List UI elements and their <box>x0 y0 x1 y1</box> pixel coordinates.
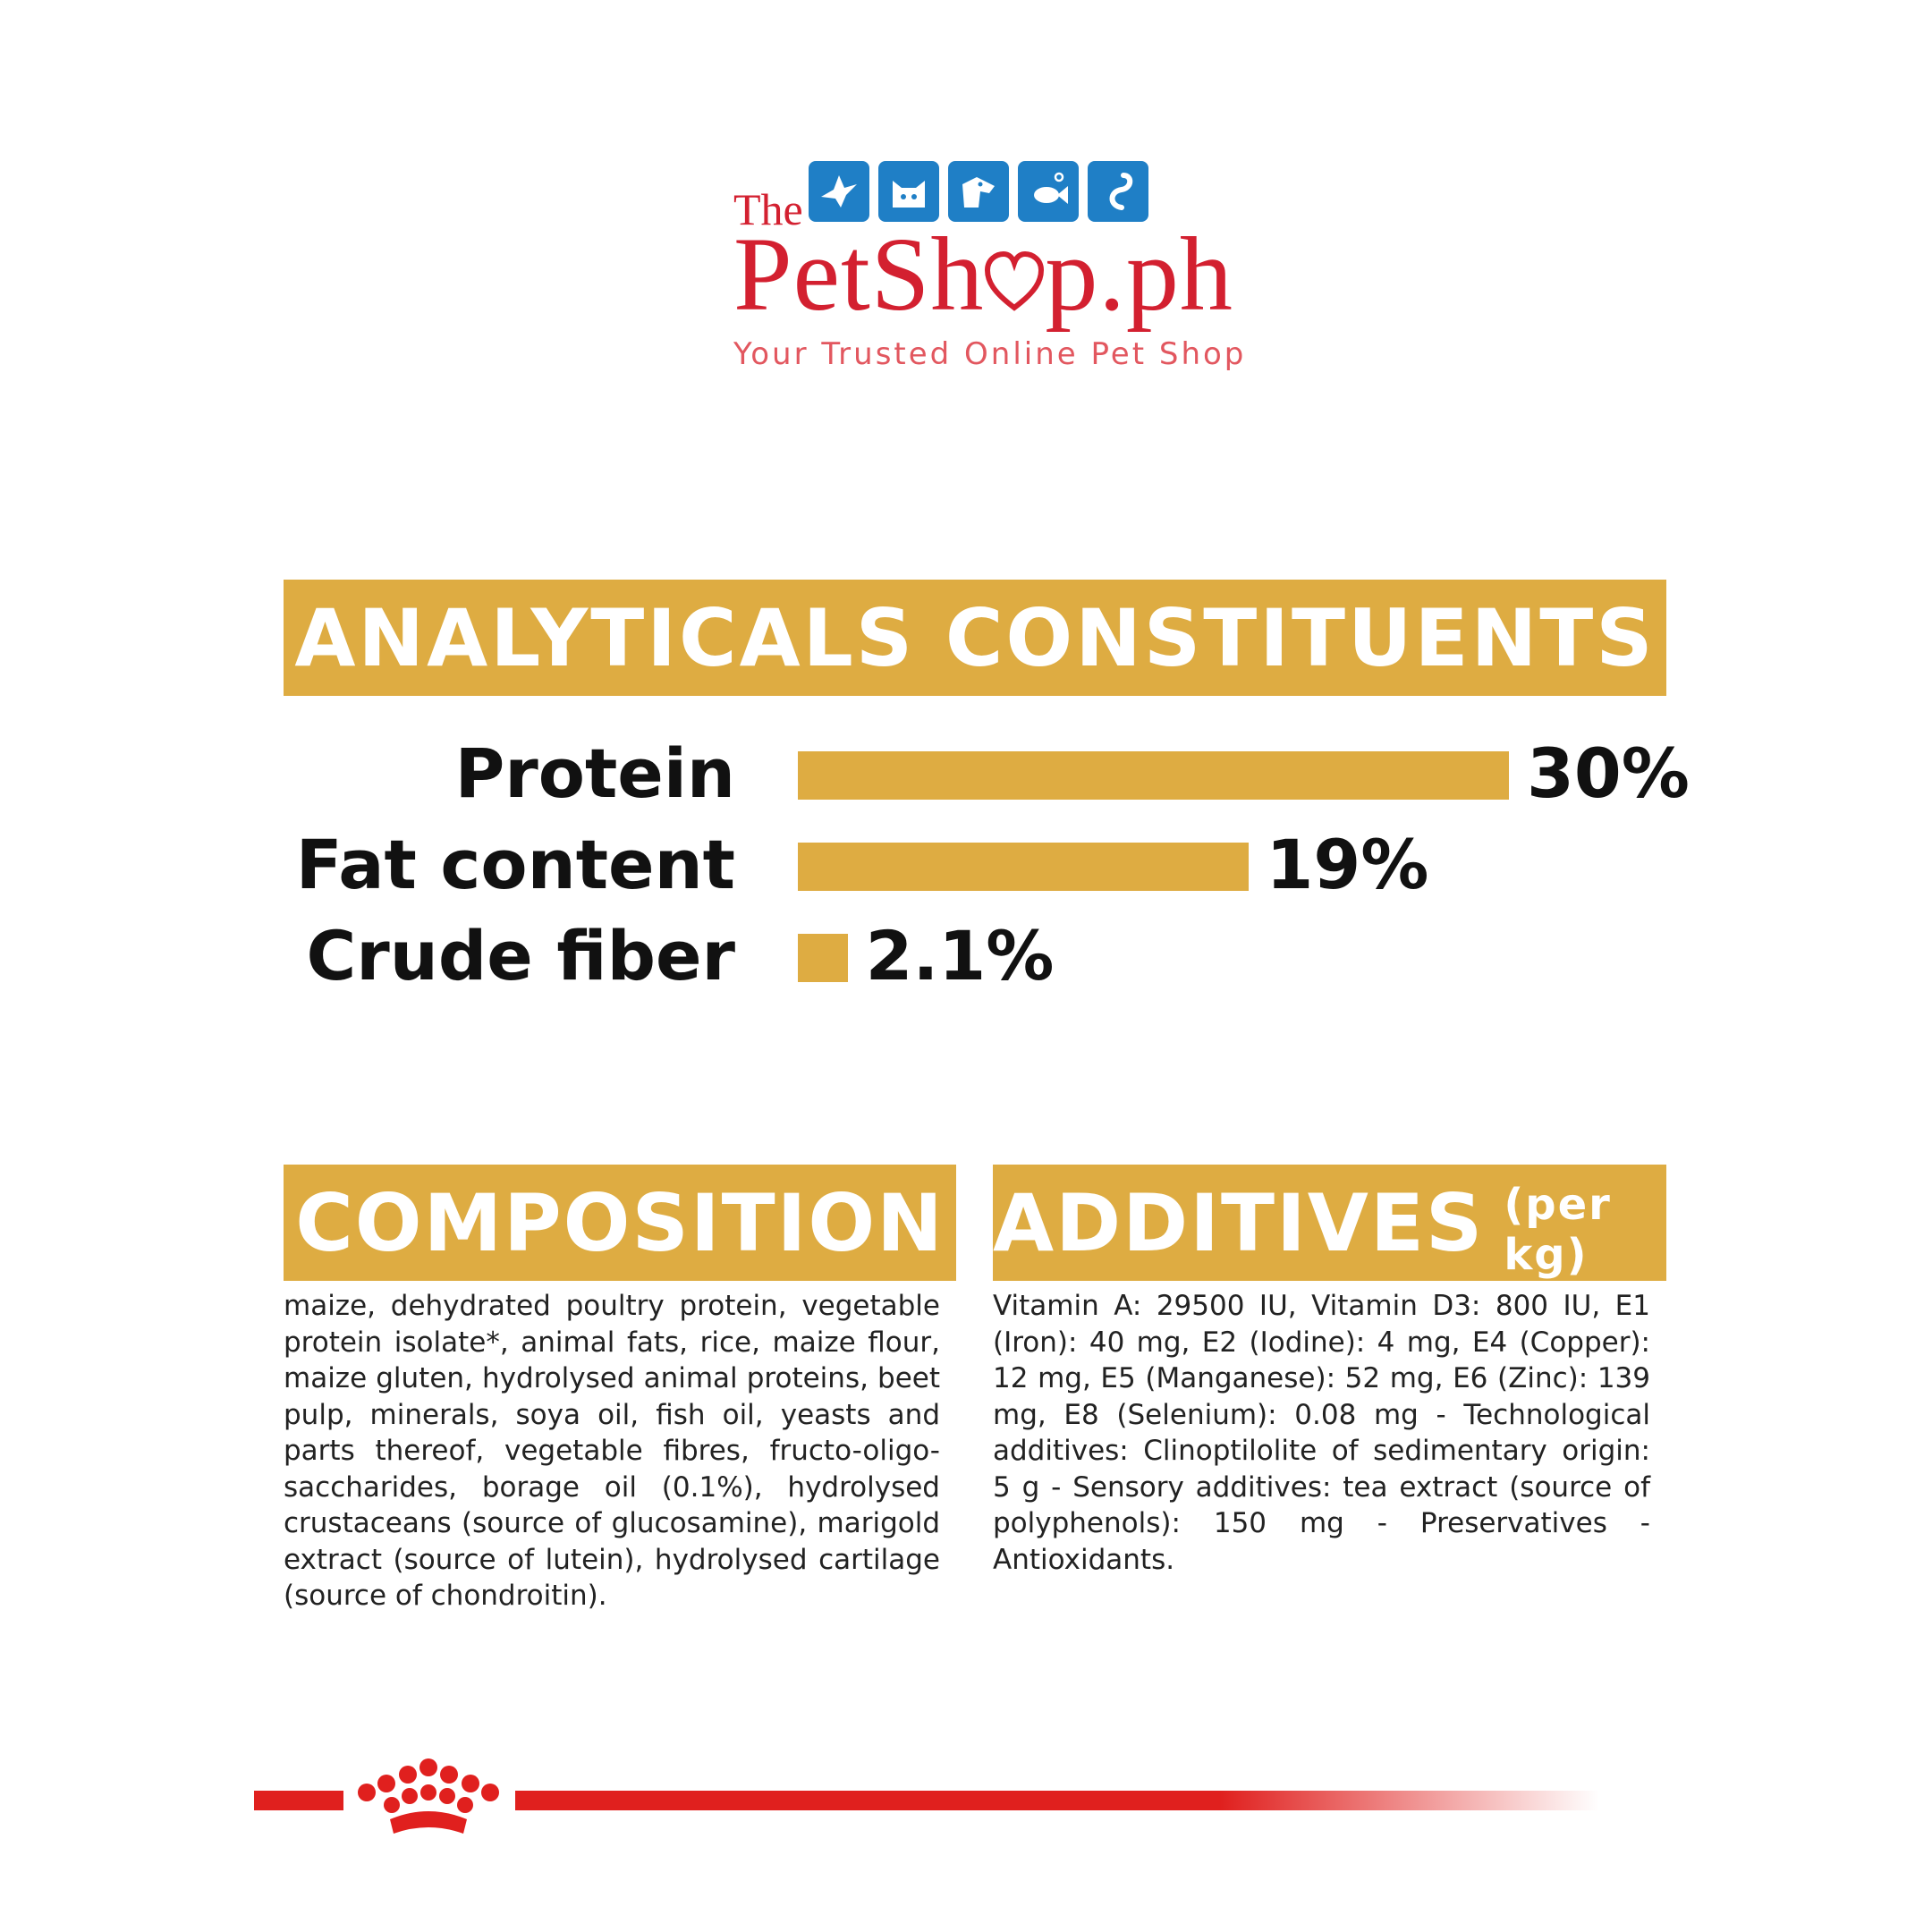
snake-icon <box>1088 161 1148 222</box>
heart-icon <box>985 250 1045 311</box>
additives-title: ADDITIVES <box>993 1176 1485 1269</box>
chart-row-protein: Protein 30% <box>0 733 1932 814</box>
cat-icon <box>878 161 939 222</box>
footer-line-right <box>515 1791 1599 1810</box>
dog-icon <box>948 161 1009 222</box>
bar-protein <box>798 751 1509 800</box>
bird-icon <box>809 161 869 222</box>
footer-line-left <box>254 1791 343 1810</box>
bar-fat <box>798 843 1249 891</box>
analytical-title: ANALYTICALS CONSTITUENTS <box>284 580 1666 696</box>
additives-header: ADDITIVES (per kg) <box>993 1165 1666 1281</box>
additives-text: Vitamin A: 29500 IU, Vitamin D3: 800 IU,… <box>993 1290 1650 1576</box>
chart-row-fat: Fat content 19% <box>0 825 1932 905</box>
composition-text: maize, dehydrated poultry protein, veget… <box>284 1290 940 1612</box>
value-label: 19% <box>1266 825 1429 904</box>
chart-row-fiber: Crude fiber 2.1% <box>0 916 1932 996</box>
bar-fiber <box>798 934 848 982</box>
category-label: Protein <box>454 733 735 813</box>
pet-icons <box>809 161 1148 222</box>
logo-the: The <box>733 184 803 234</box>
composition-title: COMPOSITION <box>284 1165 956 1281</box>
fish-icon <box>1018 161 1079 222</box>
category-label: Fat content <box>295 825 735 904</box>
additives-subtitle: (per kg) <box>1504 1180 1612 1280</box>
crown-icon <box>358 1758 499 1834</box>
logo-name: PetSh p.ph <box>733 216 1233 333</box>
value-label: 2.1% <box>865 916 1055 996</box>
value-label: 30% <box>1527 733 1690 813</box>
petshop-logo: The PetSh p.ph Your Trusted Online Pet Sh… <box>733 161 1243 376</box>
logo-tagline: Your Trusted Online Pet Shop <box>733 336 1247 372</box>
category-label: Crude fiber <box>306 916 735 996</box>
constituents-chart: Protein 30% Fat content 19% Crude fiber … <box>0 733 1932 996</box>
